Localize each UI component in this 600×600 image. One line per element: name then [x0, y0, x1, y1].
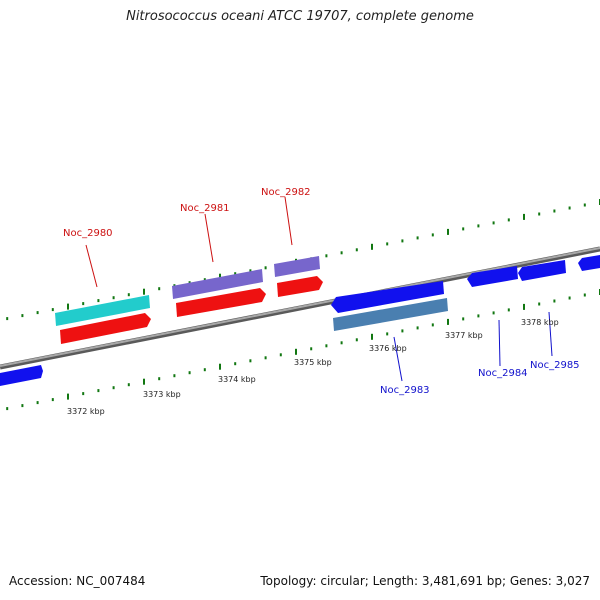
gene-label-leaders [85, 196, 553, 382]
scale-label-3372: 3372 kbp [67, 407, 105, 416]
gene-noc-2982-purple-feature[interactable] [274, 256, 320, 277]
scale-label-3373: 3373 kbp [143, 390, 181, 399]
gene-label-noc-2983[interactable]: Noc_2983 [380, 385, 430, 396]
gene-noc-2980-cyan-feature[interactable] [55, 295, 150, 326]
gene-blue-right-edge[interactable] [578, 255, 600, 271]
topology-text: Topology: circular; Length: 3,481,691 bp… [260, 574, 590, 588]
gene-noc-2982-arrow[interactable] [277, 276, 323, 297]
scale-label-3374: 3374 kbp [218, 375, 256, 384]
gene-noc-2985-arrow[interactable] [518, 260, 566, 281]
gene-noc-2983-steel-feature[interactable] [333, 298, 448, 331]
scale-label-3378: 3378 kbp [521, 318, 559, 327]
map-title: Nitrosococcus oceani ATCC 19707, complet… [126, 9, 474, 24]
lower-tick-track [6, 289, 600, 411]
accession-text: Accession: NC_007484 [9, 574, 146, 588]
gene-noc-2981-arrow[interactable] [176, 288, 266, 317]
gene-noc-2981-purple-feature[interactable] [172, 269, 263, 299]
gene-label-noc-2984[interactable]: Noc_2984 [478, 368, 528, 379]
gene-label-noc-2985[interactable]: Noc_2985 [530, 360, 580, 371]
gene-noc-2983-arrow[interactable] [331, 281, 444, 313]
scale-label-3377: 3377 kbp [445, 331, 483, 340]
scale-label-3376: 3376 kbp [369, 344, 407, 353]
gene-noc-2980-arrow[interactable] [60, 313, 151, 344]
gene-label-noc-2980[interactable]: Noc_2980 [63, 228, 113, 239]
gene-blue-left[interactable] [0, 365, 43, 386]
gene-noc-2984-arrow[interactable] [467, 266, 518, 287]
gene-label-noc-2982[interactable]: Noc_2982 [261, 187, 311, 198]
gene-label-noc-2981[interactable]: Noc_2981 [180, 203, 230, 214]
scale-label-3375: 3375 kbp [294, 358, 332, 367]
